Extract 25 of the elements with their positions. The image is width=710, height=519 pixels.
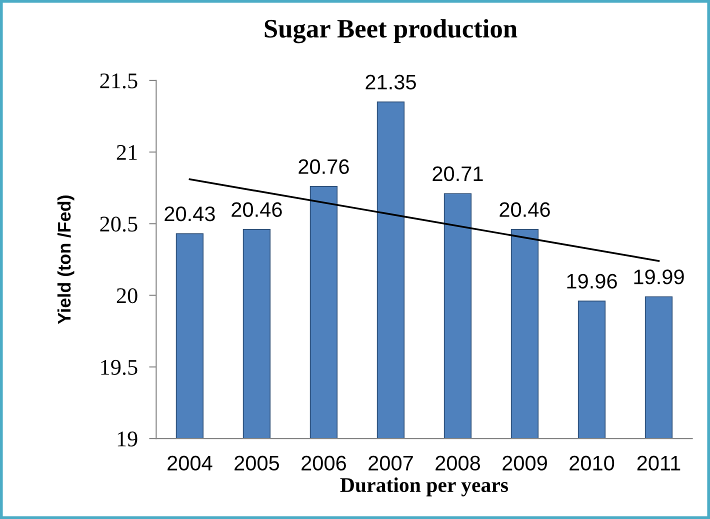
x-tick-label: 2011: [637, 456, 680, 471]
x-tick-label: 2007: [368, 456, 413, 471]
y-axis-title: Yield (ton /Fed): [57, 196, 74, 324]
y-tick-label: 19.5: [101, 360, 138, 375]
y-tick-label: 21: [116, 145, 137, 160]
y-tick-label: 19: [118, 432, 138, 446]
y-tick-label: 20.5: [100, 216, 138, 232]
data-label: 20.71: [432, 166, 483, 182]
data-label: 19.99: [634, 270, 684, 284]
data-label: 20.46: [500, 202, 550, 217]
data-label: 20.43: [164, 206, 215, 222]
x-tick-label: 2006: [302, 456, 346, 471]
data-label: 21.35: [366, 74, 416, 90]
data-label: 20.76: [298, 159, 349, 174]
chart-title: Sugar Beet production: [264, 19, 518, 44]
data-label: 20.46: [232, 202, 282, 217]
x-axis-title: Duration per years: [340, 477, 508, 496]
x-tick-label: 2004: [168, 456, 212, 471]
x-tick-label: 2005: [234, 456, 280, 471]
x-tick-label: 2010: [570, 456, 614, 471]
data-label: 19.96: [567, 274, 617, 289]
x-tick-label: 2009: [502, 456, 547, 471]
y-tick-label: 20: [116, 288, 138, 304]
y-tick-label: 21.5: [100, 73, 138, 88]
x-tick-label: 2008: [436, 456, 480, 471]
